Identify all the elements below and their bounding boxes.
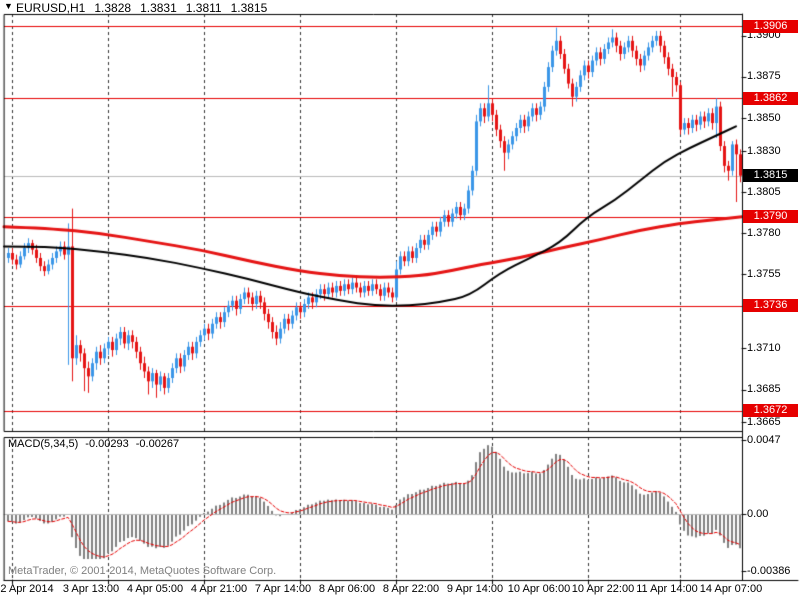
macd-main-value: -0.00293 xyxy=(85,438,129,450)
price-axis-tick-label: 1.3830 xyxy=(747,144,781,157)
ohlc-open: 1.3828 xyxy=(94,1,132,15)
chart-title: EURUSD,H1 1.3828 1.3831 1.3811 1.3815 xyxy=(16,1,276,15)
ohlc-low: 1.3811 xyxy=(185,1,222,15)
level-price-badge: 1.3906 xyxy=(743,19,798,33)
time-axis-label: 8 Apr 22:00 xyxy=(382,583,440,595)
macd-signal-value: -0.00267 xyxy=(135,438,180,450)
time-axis-label: 7 Apr 14:00 xyxy=(254,583,312,595)
level-price-badge: 1.3862 xyxy=(743,91,798,105)
macd-indicator-label: MACD(5,34,5) -0.00293 -0.00267 xyxy=(8,438,186,450)
price-axis-tick-label: 1.3875 xyxy=(747,70,781,83)
price-axis-tick-label: 1.3755 xyxy=(747,267,781,280)
time-axis-label: 4 Apr 05:00 xyxy=(126,583,184,595)
time-axis-label: 9 Apr 14:00 xyxy=(446,583,504,595)
chart-dropdown-icon[interactable]: ▼ xyxy=(4,1,13,11)
level-price-badge: 1.3736 xyxy=(743,299,798,313)
macd-name: MACD(5,34,5) xyxy=(8,438,79,450)
bid-price-badge: 1.3815 xyxy=(743,169,798,183)
ohlc-high: 1.3831 xyxy=(140,1,177,15)
time-axis-label: 3 Apr 13:00 xyxy=(62,583,120,595)
price-axis-tick-label: 1.3665 xyxy=(747,415,781,428)
time-axis-label: 4 Apr 21:00 xyxy=(190,583,248,595)
ohlc-close: 1.3815 xyxy=(230,1,268,15)
level-price-badge: 1.3790 xyxy=(743,210,798,224)
time-axis-label: 8 Apr 06:00 xyxy=(318,583,376,595)
price-axis-tick-label: 1.3780 xyxy=(747,226,781,239)
price-axis-tick-label: 1.3685 xyxy=(747,383,781,396)
macd-axis-tick-label: 0.00 xyxy=(747,507,769,520)
time-axis-label: 14 Apr 07:00 xyxy=(699,583,763,595)
price-axis-tick-label: 1.3710 xyxy=(747,341,781,354)
time-axis-label: 10 Apr 22:00 xyxy=(571,583,635,595)
macd-axis-tick-label: -0.00386 xyxy=(747,564,791,577)
price-axis-tick-label: 1.3850 xyxy=(747,111,781,124)
macd-axis-tick-label: 0.0047 xyxy=(747,433,781,446)
time-axis-label: 11 Apr 14:00 xyxy=(636,583,698,595)
time-axis-label: 2 Apr 2014 xyxy=(0,583,54,595)
time-axis-label: 10 Apr 06:00 xyxy=(507,583,571,595)
level-price-badge: 1.3672 xyxy=(743,404,798,418)
price-axis-tick-label: 1.3805 xyxy=(747,185,781,198)
metatrader-watermark: MetaTrader, © 2001-2014, MetaQuotes Soft… xyxy=(8,565,277,577)
symbol-timeframe-label: EURUSD,H1 xyxy=(16,1,86,15)
